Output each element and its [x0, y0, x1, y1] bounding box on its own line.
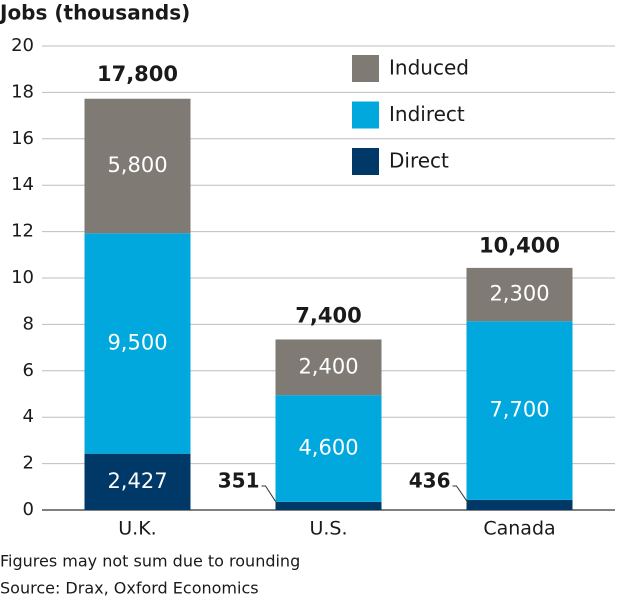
value-label: 2,400 — [298, 354, 358, 378]
note: Figures may not sum due to rounding — [0, 552, 300, 571]
legend-label: Induced — [389, 56, 469, 80]
bar-segment — [84, 453, 191, 510]
legend-swatch — [352, 148, 379, 175]
y-tick-label: 12 — [11, 221, 34, 242]
x-tick-label: U.K. — [118, 518, 156, 540]
bar-segment — [275, 395, 382, 502]
value-label: 4,600 — [298, 435, 358, 459]
value-label: 7,700 — [489, 398, 549, 422]
value-label: 5,800 — [107, 153, 167, 177]
bar-segment — [466, 499, 573, 510]
value-label: 351 — [218, 469, 260, 493]
total-label: 7,400 — [295, 303, 361, 327]
legend-swatch — [352, 101, 379, 129]
bar-segment — [275, 339, 382, 396]
legend-swatch — [352, 55, 379, 82]
value-label: 2,300 — [489, 282, 549, 306]
y-tick-label: 4 — [23, 406, 34, 427]
y-tick-label: 0 — [23, 499, 34, 520]
y-tick-label: 14 — [11, 174, 34, 195]
bar-segment — [84, 98, 191, 234]
y-tick-label: 18 — [11, 81, 34, 102]
leader-line — [261, 485, 279, 507]
note: Source: Drax, Oxford Economics — [0, 579, 259, 598]
chart-title: Jobs (thousands) — [0, 1, 190, 25]
x-tick-label: U.S. — [309, 518, 347, 540]
x-tick-label: Canada — [483, 518, 555, 540]
value-label: 436 — [409, 469, 451, 493]
legend-label: Indirect — [389, 102, 465, 126]
y-tick-label: 10 — [11, 267, 34, 288]
y-tick-label: 2 — [23, 453, 34, 474]
legend-label: Direct — [389, 149, 449, 173]
bar-segment — [466, 321, 573, 500]
bar-segment — [84, 233, 191, 454]
total-label: 10,400 — [479, 234, 560, 258]
value-label: 9,500 — [107, 330, 167, 354]
total-label: 17,800 — [97, 62, 178, 86]
y-tick-label: 16 — [11, 128, 34, 149]
y-tick-label: 6 — [23, 360, 34, 381]
bar-segment — [466, 267, 573, 322]
bar-segment — [275, 501, 382, 510]
value-label: 2,427 — [107, 469, 167, 493]
y-tick-label: 8 — [23, 313, 34, 334]
y-tick-label: 20 — [11, 35, 34, 56]
leader-line — [452, 485, 470, 506]
